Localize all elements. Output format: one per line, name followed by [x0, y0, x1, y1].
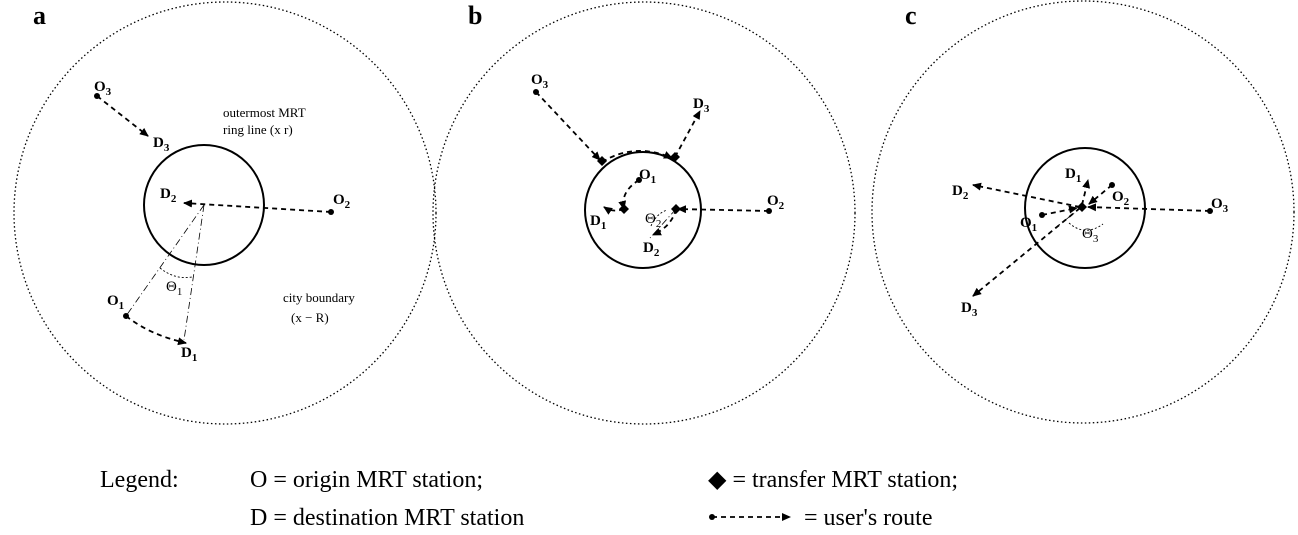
- station-o1-b: O1: [639, 167, 656, 186]
- route-transfer-d1-c: [1081, 179, 1091, 206]
- station-d3-a: D3: [153, 135, 170, 154]
- angle-arc-c: [1068, 222, 1104, 231]
- route-transfer-d2-c: [972, 182, 1081, 208]
- station-d1-b: D1: [590, 213, 606, 232]
- panel-label-b: b: [468, 1, 482, 30]
- station-o2-c: O2: [1112, 189, 1130, 208]
- legend-title: Legend:: [100, 467, 179, 493]
- station-d2-b: D2: [643, 240, 660, 259]
- city-boundary-c: [871, 0, 1295, 424]
- transfer-diamond-b3: [671, 204, 681, 214]
- transfer-diamond-b1: [597, 156, 607, 166]
- station-o3-b: O3: [531, 72, 549, 91]
- station-o3-c: O3: [1211, 196, 1229, 215]
- route-o3-transfer-b: [533, 89, 601, 161]
- station-d1-c: D1: [1065, 166, 1081, 185]
- route-o1-d1-b: [618, 177, 642, 210]
- station-o1-a: O1: [107, 293, 124, 312]
- station-d2-a: D2: [160, 186, 177, 205]
- route-along-ring-b: [601, 149, 673, 163]
- station-d3-b: D3: [693, 96, 710, 115]
- legend-destination: D = destination MRT station: [250, 505, 524, 531]
- city-annotation-a: city boundary (x − R): [283, 290, 358, 325]
- transfer-diamond-b4: [619, 204, 629, 214]
- angle-label-c: Θ3: [1082, 226, 1099, 245]
- transfer-diamond-b2: [670, 152, 680, 162]
- legend-transfer: ◆ = transfer MRT station;: [708, 467, 958, 493]
- station-d3-c: D3: [961, 300, 978, 319]
- station-o2-a: O2: [333, 192, 351, 211]
- panel-label-c: c: [905, 1, 917, 30]
- ring-annotation-a: outermost MRT ring line (x r): [223, 105, 309, 137]
- station-d2-c: D2: [952, 183, 969, 202]
- guide-line-o1: [125, 204, 205, 317]
- route-o3-transfer-c: [1087, 203, 1213, 214]
- angle-arc-b: [650, 209, 668, 227]
- route-o2-d2: [183, 199, 334, 215]
- station-o1-c: O1: [1020, 215, 1037, 234]
- city-boundary-b: [432, 1, 856, 425]
- city-boundary-a: [13, 1, 437, 425]
- route-o1-transfer-c: [1039, 205, 1078, 218]
- panel-a: a O3 D3 D2 O2 O1 D1 Θ1 outermost MRT rin…: [13, 1, 437, 425]
- angle-arc-a: [159, 267, 193, 279]
- route-transfer-d3-b: [674, 110, 701, 158]
- panel-label-a: a: [33, 1, 46, 30]
- legend-origin: O = origin MRT station;: [250, 467, 483, 493]
- angle-label-b: Θ2: [645, 211, 661, 230]
- panel-c: c D1 O2 D2 O3 O1 D3 Θ3: [871, 0, 1295, 424]
- station-d1-a: D1: [181, 345, 197, 364]
- legend: Legend: O = origin MRT station; D = dest…: [100, 467, 958, 531]
- route-o2-transfer-b: [677, 205, 772, 214]
- transfer-diamond-c: [1077, 202, 1087, 212]
- legend-route: = user's route: [804, 505, 933, 531]
- panel-b: b O3 D3 O1 O2 D1 D2 Θ2: [432, 1, 856, 425]
- route-o1-d1: [123, 313, 187, 346]
- station-o3-a: O3: [94, 79, 112, 98]
- angle-label-a: Θ1: [166, 279, 182, 298]
- route-o2-transfer-c: [1088, 182, 1115, 205]
- station-o2-b: O2: [767, 193, 785, 212]
- guide-line-d1: [183, 204, 205, 341]
- route-o3-d3: [94, 93, 149, 137]
